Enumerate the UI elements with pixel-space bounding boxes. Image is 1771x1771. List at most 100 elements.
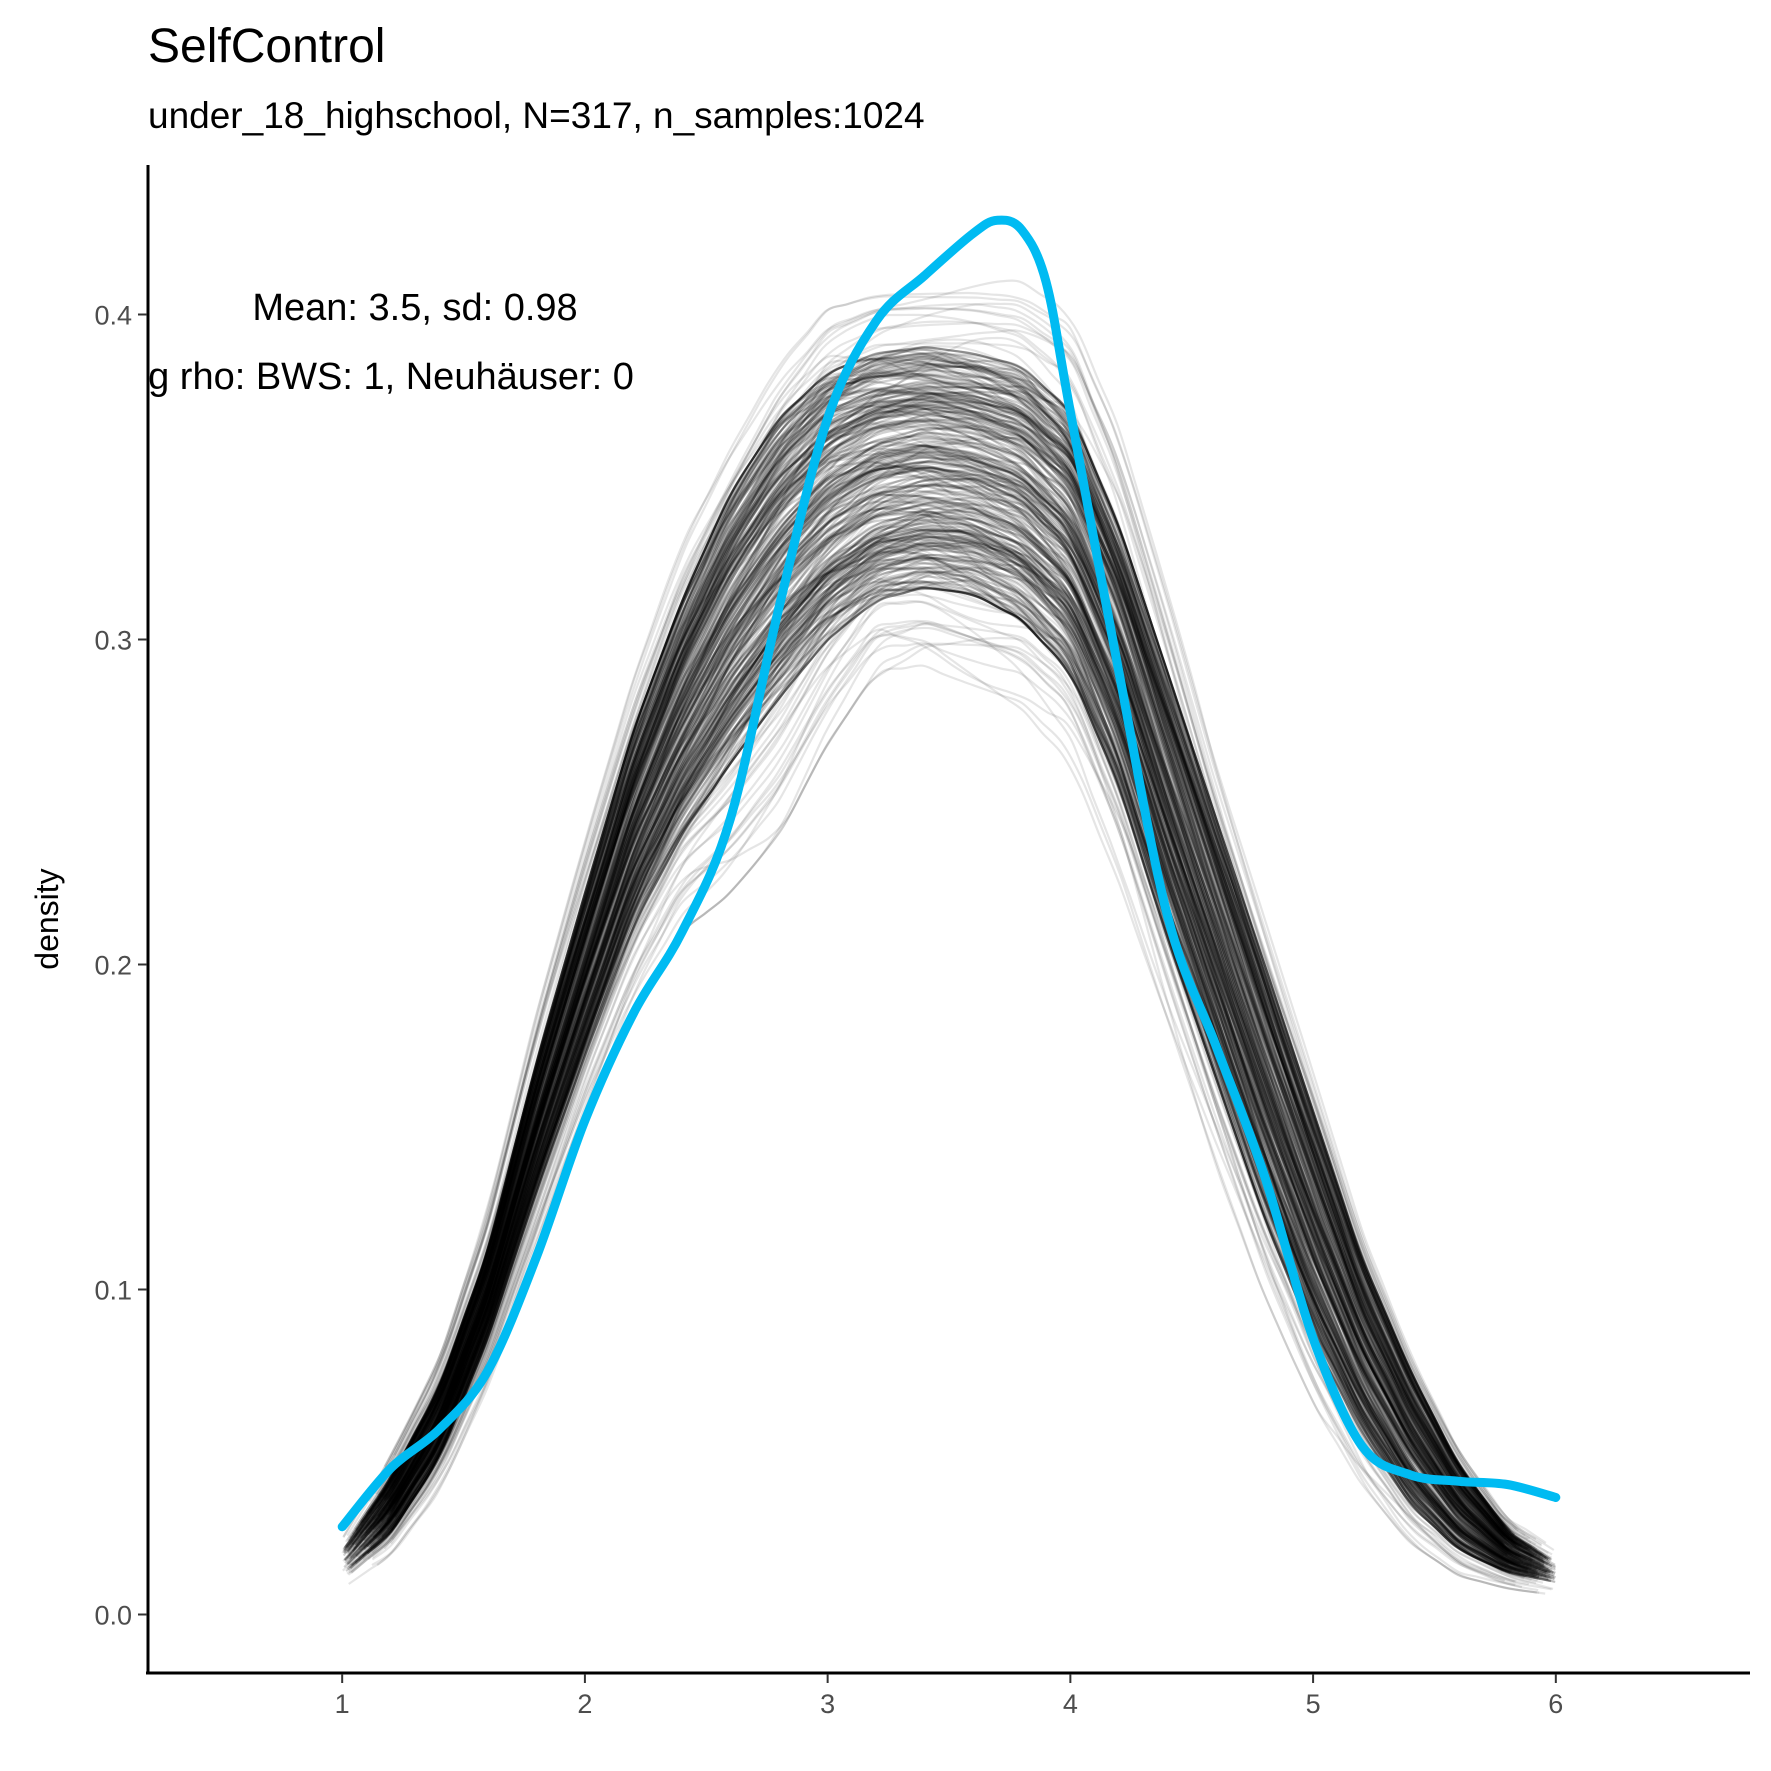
bootstrap-curve — [394, 507, 1534, 1576]
bootstrap-curve — [346, 536, 1521, 1567]
y-tick-label: 0.0 — [94, 1601, 132, 1631]
bootstrap-curve — [346, 403, 1544, 1561]
bootstrap-curve — [352, 348, 1511, 1541]
x-tick-label: 6 — [1548, 1689, 1563, 1719]
bootstrap-curve — [368, 329, 1511, 1531]
bootstrap-curve — [390, 548, 1521, 1566]
bootstrap-curve — [358, 553, 1556, 1583]
bootstrap-curve — [348, 510, 1547, 1574]
bootstrap-curve — [353, 392, 1544, 1562]
bootstrap-curve — [372, 457, 1527, 1559]
bootstrap-curve — [375, 385, 1553, 1561]
bootstrap-curve — [347, 352, 1533, 1549]
bootstrap-curve — [343, 398, 1521, 1552]
bootstrap-curve — [346, 451, 1545, 1564]
bootstrap-curve — [345, 368, 1510, 1548]
bootstrap-curve — [367, 556, 1529, 1574]
bootstrap-curve — [365, 390, 1514, 1539]
x-tick-label: 4 — [1063, 1689, 1078, 1719]
bootstrap-curve — [390, 400, 1529, 1551]
bootstrap-curve — [370, 580, 1538, 1576]
bootstrap-curve — [352, 518, 1539, 1569]
bootstrap-curve — [388, 447, 1539, 1565]
bootstrap-curve — [378, 535, 1544, 1575]
bootstrap-curve — [378, 541, 1510, 1566]
bootstrap-curve — [346, 370, 1536, 1549]
bootstrap-curve — [362, 571, 1538, 1582]
bootstrap-curve — [344, 354, 1504, 1543]
bootstrap-curve — [355, 537, 1525, 1569]
bootstrap-curve — [347, 570, 1549, 1580]
bootstrap-curve — [362, 484, 1520, 1559]
bootstrap-curve — [380, 399, 1529, 1555]
bootstrap-curve — [344, 388, 1518, 1549]
bootstrap-curve — [343, 365, 1532, 1550]
bootstrap-curve — [376, 484, 1509, 1557]
bootstrap-curve — [365, 427, 1543, 1564]
bootstrap-curve — [363, 528, 1538, 1574]
bootstrap-curve — [386, 441, 1549, 1570]
bootstrap-curve — [388, 460, 1509, 1551]
bootstrap-curve — [385, 363, 1552, 1561]
bootstrap-curve — [388, 501, 1509, 1556]
bootstrap-curve — [380, 507, 1538, 1573]
bootstrap-curve — [383, 408, 1507, 1540]
bootstrap-curve — [388, 475, 1522, 1559]
bootstrap-curve — [366, 320, 1517, 1544]
bootstrap-curve — [379, 382, 1531, 1551]
bootstrap-curve — [359, 537, 1547, 1578]
bootstrap-curve — [349, 391, 1548, 1566]
bootstrap-curve — [394, 566, 1521, 1576]
bootstrap-curve — [387, 524, 1551, 1574]
bootstrap-curve — [363, 556, 1556, 1580]
bootstrap-curve — [387, 351, 1515, 1536]
bootstrap-curve — [376, 354, 1553, 1556]
bootstrap-curve — [364, 473, 1518, 1561]
bootstrap-curve — [344, 469, 1546, 1569]
bootstrap-curve — [380, 504, 1508, 1556]
bootstrap-curve — [342, 403, 1534, 1561]
bootstrap-curve — [347, 454, 1533, 1562]
bootstrap-curve — [346, 515, 1504, 1570]
bootstrap-curve — [381, 529, 1535, 1572]
bootstrap-curve — [382, 520, 1504, 1558]
bootstrap-curve — [391, 544, 1548, 1573]
bootstrap-curve — [388, 363, 1544, 1560]
bootstrap-curve — [361, 586, 1522, 1573]
bootstrap-curve — [345, 567, 1552, 1580]
bootstrap-curve — [347, 435, 1556, 1571]
bootstrap-curve — [367, 581, 1525, 1580]
bootstrap-curve — [364, 431, 1514, 1550]
y-tick-label: 0.1 — [94, 1276, 132, 1306]
annotation-text: Mean: 3.5, sd: 0.98 — [252, 287, 577, 329]
bootstrap-curve — [381, 434, 1535, 1566]
bootstrap-curve — [373, 539, 1555, 1581]
bootstrap-curve — [365, 535, 1517, 1571]
bootstrap-curve — [360, 357, 1516, 1536]
bootstrap-curve — [343, 464, 1556, 1574]
bootstrap-curve — [387, 579, 1521, 1573]
bootstrap-curve — [360, 371, 1506, 1528]
bootstrap-curve — [345, 494, 1537, 1571]
bootstrap-curve — [378, 545, 1540, 1575]
bootstrap-curve — [350, 623, 1506, 1582]
bootstrap-curve — [377, 551, 1512, 1574]
bootstrap-curve — [380, 361, 1539, 1555]
bootstrap-curve — [381, 561, 1525, 1577]
bootstrap-curve — [348, 622, 1540, 1594]
bootstrap-curve — [381, 413, 1530, 1550]
bootstrap-curve — [356, 445, 1536, 1562]
bootstrap-curve — [388, 477, 1553, 1571]
bootstrap-curve — [369, 484, 1520, 1557]
bootstrap-curve — [393, 507, 1517, 1565]
bootstrap-curve — [392, 566, 1547, 1574]
bootstrap-curve — [354, 422, 1554, 1576]
bootstrap-curve — [346, 313, 1537, 1546]
bootstrap-curve — [391, 489, 1556, 1575]
bootstrap-curve — [385, 493, 1533, 1568]
bootstrap-curve — [372, 507, 1524, 1564]
bootstrap-curve — [385, 410, 1518, 1548]
bootstrap-curve — [379, 528, 1557, 1579]
y-tick-label: 0.4 — [94, 301, 132, 331]
bootstrap-curve — [376, 385, 1507, 1537]
